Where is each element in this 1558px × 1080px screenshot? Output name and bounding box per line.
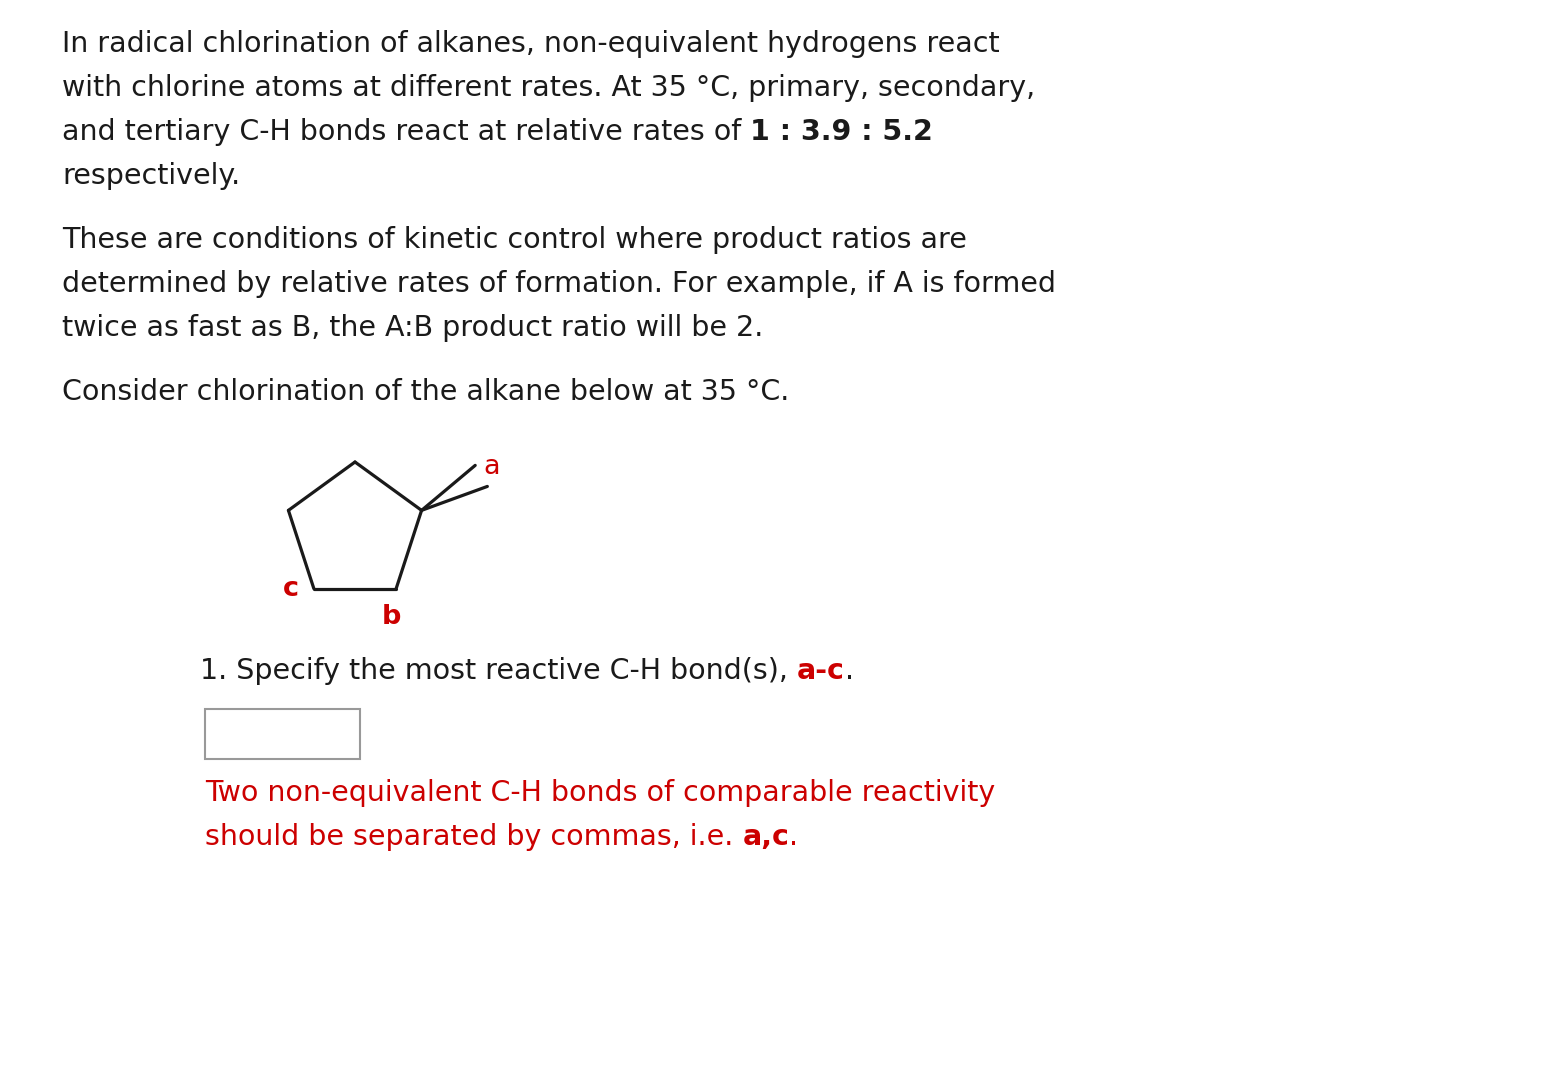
Text: b: b [382, 604, 400, 630]
Text: a-c: a-c [796, 657, 844, 685]
Text: respectively.: respectively. [62, 162, 240, 190]
Text: 1 : 3.9 : 5.2: 1 : 3.9 : 5.2 [751, 118, 933, 146]
Text: .: . [844, 657, 854, 685]
Text: Consider chlorination of the alkane below at 35 °C.: Consider chlorination of the alkane belo… [62, 378, 790, 406]
Text: with chlorine atoms at different rates. At 35 °C, primary, secondary,: with chlorine atoms at different rates. … [62, 75, 1035, 102]
Text: c: c [282, 576, 299, 602]
Text: Two non-equivalent C-H bonds of comparable reactivity: Two non-equivalent C-H bonds of comparab… [206, 779, 996, 807]
Text: a: a [483, 455, 500, 481]
Text: .: . [790, 823, 798, 851]
Text: 1. Specify the most reactive C-H bond(s),: 1. Specify the most reactive C-H bond(s)… [199, 657, 796, 685]
Text: twice as fast as B, the A:B product ratio will be 2.: twice as fast as B, the A:B product rati… [62, 314, 763, 342]
Text: determined by relative rates of formation. For example, if A is formed: determined by relative rates of formatio… [62, 270, 1056, 298]
Text: In radical chlorination of alkanes, non-equivalent hydrogens react: In radical chlorination of alkanes, non-… [62, 30, 1000, 58]
FancyBboxPatch shape [206, 708, 360, 759]
Text: These are conditions of kinetic control where product ratios are: These are conditions of kinetic control … [62, 226, 968, 254]
Text: should be separated by commas, i.e.: should be separated by commas, i.e. [206, 823, 742, 851]
Text: a,c: a,c [742, 823, 790, 851]
Text: and tertiary C-H bonds react at relative rates of: and tertiary C-H bonds react at relative… [62, 118, 751, 146]
